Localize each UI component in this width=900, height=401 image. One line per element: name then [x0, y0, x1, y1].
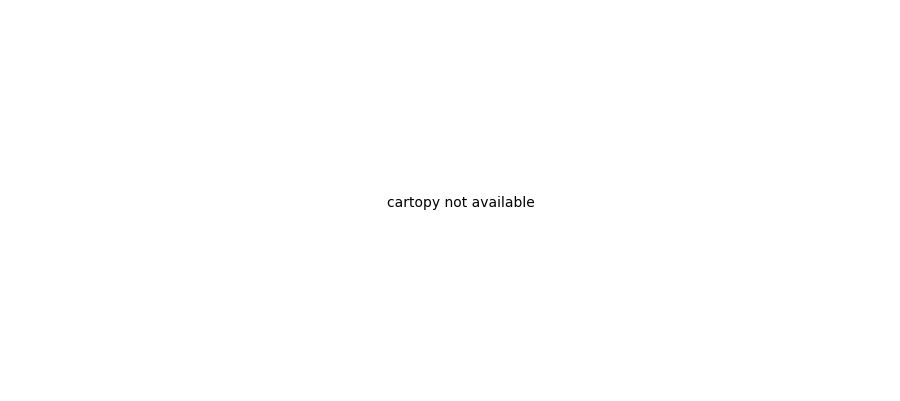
Text: cartopy not available: cartopy not available	[387, 196, 536, 209]
